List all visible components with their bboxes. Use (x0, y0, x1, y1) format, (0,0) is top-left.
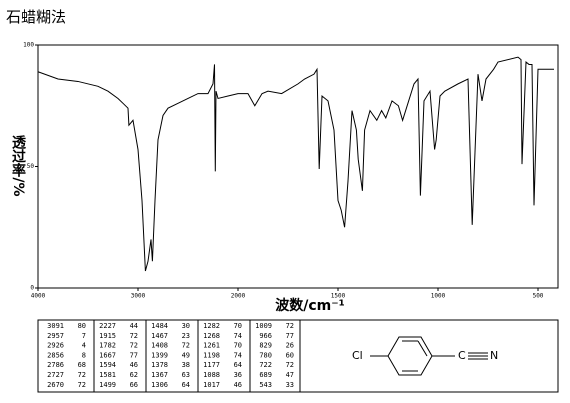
x-axis-label: 波数/cm⁻¹ (275, 297, 345, 314)
peak-transmittance: 74 (234, 332, 242, 340)
peak-transmittance: 72 (78, 381, 86, 389)
peak-transmittance: 72 (182, 342, 190, 350)
peak-transmittance: 68 (78, 361, 86, 369)
table-frame (37, 319, 559, 393)
peak-transmittance: 8 (82, 351, 86, 359)
peak-transmittance: 26 (286, 342, 294, 350)
peak-wavenumber: 1408 (151, 342, 168, 350)
y-tick-label: 100 (23, 42, 34, 49)
peak-wavenumber: 1667 (99, 351, 116, 359)
spectrum-line (37, 56, 554, 272)
peak-wavenumber: 966 (259, 332, 272, 340)
peak-transmittance: 36 (234, 371, 242, 379)
chart-title: 石蜡糊法 (6, 8, 66, 26)
peak-wavenumber: 2670 (47, 381, 64, 389)
peak-wavenumber: 543 (259, 381, 272, 389)
structure-drawing (370, 336, 488, 376)
peak-transmittance: 46 (234, 381, 242, 389)
peak-wavenumber: 2786 (47, 361, 64, 369)
peak-wavenumber: 2856 (47, 351, 64, 359)
peak-transmittance: 46 (130, 361, 138, 369)
peak-transmittance: 4 (82, 342, 86, 350)
peak-transmittance: 60 (286, 351, 294, 359)
peak-wavenumber: 780 (259, 351, 272, 359)
peak-transmittance: 74 (234, 351, 242, 359)
peak-wavenumber: 1499 (99, 381, 116, 389)
peak-wavenumber: 1581 (99, 371, 116, 379)
peak-wavenumber: 1198 (203, 351, 220, 359)
peak-wavenumber: 1467 (151, 332, 168, 340)
peak-transmittance: 77 (286, 332, 294, 340)
peak-wavenumber: 829 (259, 342, 272, 350)
peak-wavenumber: 1484 (151, 322, 168, 330)
peak-wavenumber: 1268 (203, 332, 220, 340)
peak-transmittance: 72 (130, 332, 138, 340)
x-tick-label: 4000 (31, 293, 46, 300)
peak-wavenumber: 1261 (203, 342, 220, 350)
peak-wavenumber: 3091 (47, 322, 64, 330)
plot-frame (37, 44, 559, 289)
peak-transmittance: 49 (182, 351, 190, 359)
peak-transmittance: 77 (130, 351, 138, 359)
peak-wavenumber: 1594 (99, 361, 116, 369)
peak-wavenumber: 2957 (47, 332, 64, 340)
peak-transmittance: 64 (234, 361, 242, 369)
peak-transmittance: 63 (182, 371, 190, 379)
peak-wavenumber: 1367 (151, 371, 168, 379)
atom-label: C (458, 349, 466, 362)
peak-wavenumber: 2727 (47, 371, 64, 379)
peak-wavenumber: 1177 (203, 361, 220, 369)
atom-label: Cl (352, 349, 363, 362)
peak-transmittance: 72 (286, 322, 294, 330)
peak-wavenumber: 2227 (99, 322, 116, 330)
y-axis-label: 透过率/% (10, 135, 26, 196)
peak-wavenumber: 1378 (151, 361, 168, 369)
peak-transmittance: 7 (82, 332, 86, 340)
peak-transmittance: 72 (78, 371, 86, 379)
x-tick-label: 500 (533, 293, 544, 300)
peak-transmittance: 44 (130, 322, 138, 330)
peak-wavenumber: 722 (259, 361, 272, 369)
peak-transmittance: 38 (182, 361, 190, 369)
peak-transmittance: 23 (182, 332, 190, 340)
peak-wavenumber: 1915 (99, 332, 116, 340)
peak-wavenumber: 1017 (203, 381, 220, 389)
peak-wavenumber: 1306 (151, 381, 168, 389)
peak-transmittance: 72 (286, 361, 294, 369)
peak-wavenumber: 1009 (255, 322, 272, 330)
peak-transmittance: 72 (130, 342, 138, 350)
peak-transmittance: 70 (234, 342, 242, 350)
x-tick-label: 2000 (231, 293, 246, 300)
peak-transmittance: 70 (234, 322, 242, 330)
peak-wavenumber: 1282 (203, 322, 220, 330)
peak-transmittance: 80 (78, 322, 86, 330)
y-tick-label: 50 (27, 163, 35, 170)
peak-wavenumber: 689 (259, 371, 272, 379)
atom-label: N (490, 349, 498, 362)
peak-wavenumber: 2926 (47, 342, 64, 350)
peak-transmittance: 64 (182, 381, 190, 389)
peak-wavenumber: 1088 (203, 371, 220, 379)
table-dividers (93, 320, 301, 392)
x-tick-label: 1000 (431, 293, 446, 300)
peak-transmittance: 33 (286, 381, 294, 389)
x-tick-label: 3000 (131, 293, 146, 300)
peak-transmittance: 30 (182, 322, 190, 330)
peak-wavenumber: 1782 (99, 342, 116, 350)
peak-wavenumber: 1399 (151, 351, 168, 359)
peak-transmittance: 62 (130, 371, 138, 379)
peak-transmittance: 47 (286, 371, 294, 379)
y-tick-label: 0 (30, 285, 34, 292)
x-tick-label: 1500 (331, 293, 346, 300)
peak-transmittance: 66 (130, 381, 138, 389)
